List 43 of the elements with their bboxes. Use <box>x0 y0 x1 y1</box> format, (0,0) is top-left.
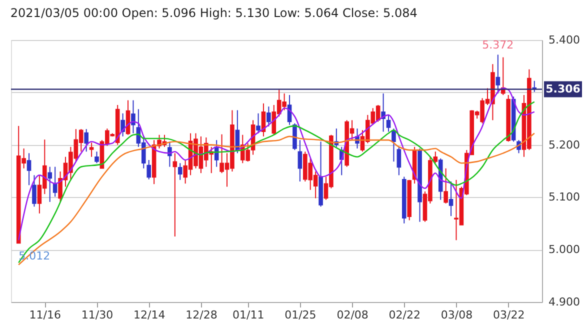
x-tick-label: 12/14 <box>134 308 166 321</box>
candlestick <box>58 171 62 202</box>
line-series <box>18 101 536 264</box>
line-series <box>18 88 536 241</box>
candlestick <box>256 112 260 134</box>
candlestick <box>396 146 402 176</box>
candlestick <box>146 159 152 180</box>
y-tick-label: 5.200 <box>548 138 580 152</box>
line-series <box>18 132 536 266</box>
annotation: 5.372 <box>482 38 514 52</box>
candlestick <box>48 166 52 202</box>
y-tick-label: 5.100 <box>548 190 580 204</box>
candlestick <box>32 174 36 208</box>
x-tick-label: 12/28 <box>186 308 218 321</box>
candlestick <box>448 180 454 217</box>
x-tick-label: 02/22 <box>388 308 420 321</box>
x-tick-label: 11/16 <box>29 308 62 321</box>
candlestick <box>131 100 136 134</box>
candlestick <box>392 128 396 162</box>
candlestick <box>178 162 182 180</box>
x-tick-label: 02/08 <box>336 308 368 321</box>
candlestick <box>26 152 32 186</box>
candlestick <box>94 151 99 164</box>
candlestick <box>266 106 271 127</box>
candlestick <box>496 54 500 94</box>
y-tick-label: 5.400 <box>548 34 580 46</box>
candlestick <box>386 114 391 132</box>
candlestick <box>298 140 302 182</box>
x-tick-label: 01/25 <box>284 308 316 321</box>
x-tick-label: 11/30 <box>81 308 114 321</box>
candlestick <box>84 128 88 152</box>
candlestick <box>172 152 178 237</box>
x-tick-label: 03/22 <box>492 308 525 321</box>
x-tick-label: 03/08 <box>440 308 473 321</box>
y-tick-label: 4.900 <box>548 296 580 308</box>
candlestick <box>52 166 58 198</box>
ref-line-label: 5.306 <box>546 82 581 96</box>
x-tick-label: 01/11 <box>232 308 264 321</box>
candlestick <box>168 141 172 168</box>
candlestick <box>89 142 94 158</box>
y-tick-label: 5.000 <box>548 243 580 256</box>
chart-title: 2021/03/05 00:00 Open: 5.096 High: 5.130 Low: 5.064 Close: 5.084 <box>10 6 418 20</box>
candlestick <box>444 168 448 204</box>
